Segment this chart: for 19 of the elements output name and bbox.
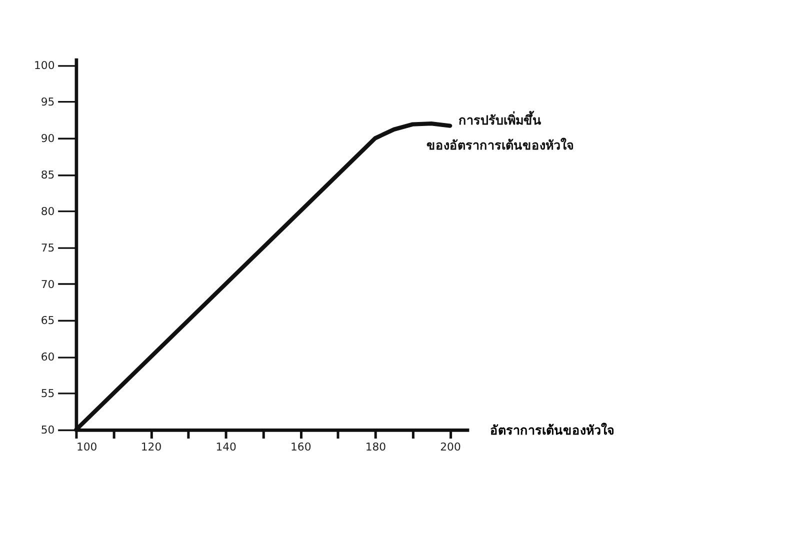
y-tick-label: 75 [40,241,55,254]
x-tick-label: 200 [440,440,461,454]
x-tick-label: 180 [365,440,386,454]
y-tick-label: 65 [40,314,55,328]
annotation: การปรับเพิ่มขึ้น ของอัตราการเต้นของหัวใจ [426,110,574,152]
x-tick-label: 160 [290,440,312,454]
y-tick-label: 85 [40,168,55,182]
x-tick-label: 140 [216,440,237,454]
y-tick-label: 60 [40,350,55,364]
y-tick-label: 70 [40,278,55,291]
y-tick-label: 50 [40,424,55,437]
y-tick-label: 80 [40,204,55,218]
y-tick-label: 90 [40,132,55,145]
y-tick-label: 100 [34,59,55,72]
x-tick-label: 100 [76,440,98,454]
x-axis-title: อัตราการเต้นของหัวใจ [490,422,614,438]
y-tick-label: 55 [40,387,55,400]
y-tick-label: 95 [40,95,55,108]
x-tick-label: 120 [140,440,162,454]
